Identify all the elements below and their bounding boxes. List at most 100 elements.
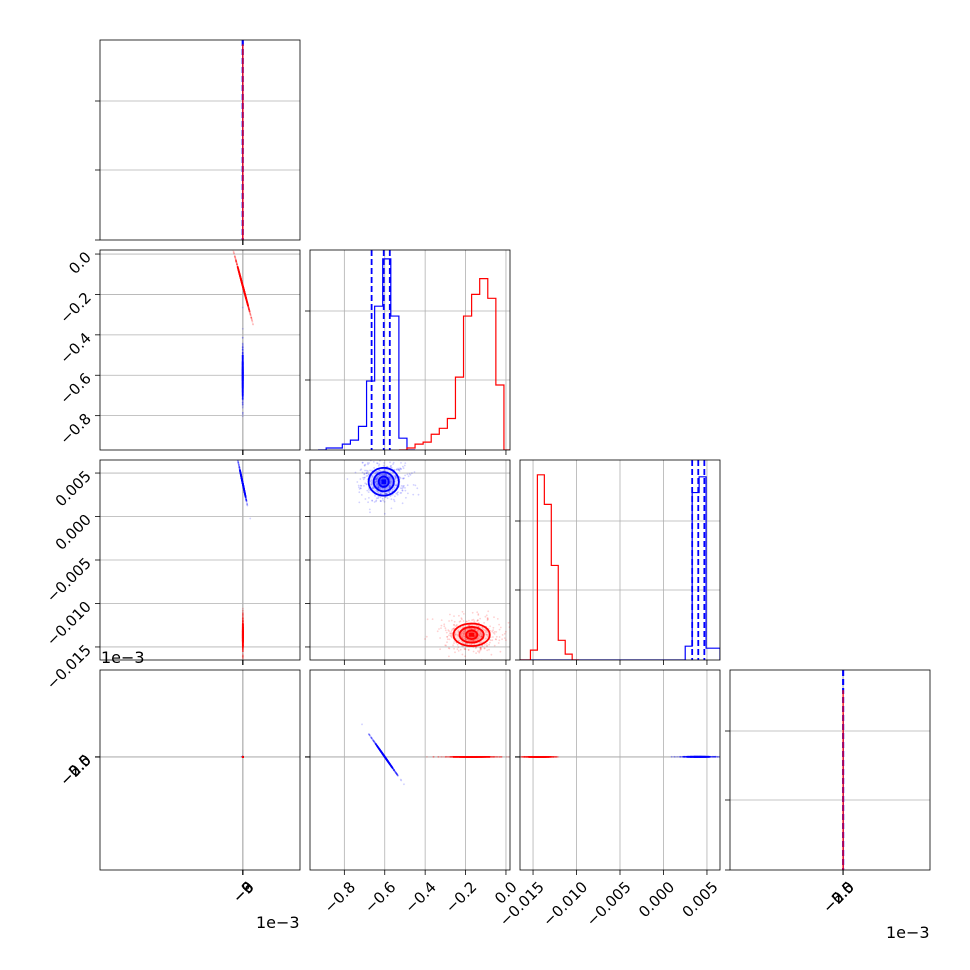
scatter-point — [241, 755, 244, 758]
scatter-point — [237, 463, 240, 466]
scatter-point — [241, 306, 244, 309]
scatter-point — [241, 349, 244, 352]
scatter-point — [241, 756, 244, 758]
scatter-point — [241, 756, 244, 758]
scatter-point — [241, 755, 244, 758]
scatter-point — [454, 634, 457, 636]
scatter-point — [241, 756, 244, 758]
scatter-point — [241, 398, 244, 400]
scatter-point — [241, 755, 244, 758]
scatter-point — [241, 756, 244, 758]
scatter-point — [241, 756, 244, 758]
scatter-point — [477, 619, 479, 622]
scatter-point — [463, 647, 466, 650]
scatter-point — [458, 639, 460, 642]
scatter-point — [241, 756, 244, 758]
scatter-point — [241, 756, 244, 758]
scatter-point — [241, 755, 244, 758]
scatter-point — [241, 756, 244, 758]
scatter-point — [379, 499, 382, 502]
scatter-point — [241, 755, 244, 758]
scatter-point — [241, 755, 244, 758]
scatter-point — [241, 755, 244, 758]
scatter-point — [241, 755, 244, 758]
scatter-point — [242, 617, 244, 620]
scatter-point — [482, 628, 485, 631]
scatter-point — [241, 756, 244, 758]
scatter-point — [241, 756, 244, 758]
scatter-point — [241, 756, 244, 758]
scatter-point — [236, 263, 238, 265]
scatter-point — [247, 306, 250, 309]
scatter-point — [241, 620, 244, 623]
scatter-point — [251, 320, 254, 323]
scatter-point — [241, 755, 244, 758]
scatter-point — [391, 488, 394, 491]
scatter-point — [241, 755, 244, 758]
scatter-point — [400, 492, 403, 494]
scatter-point — [241, 755, 244, 758]
scatter-point — [241, 756, 244, 758]
scatter-point — [241, 756, 244, 758]
scatter-point — [394, 474, 397, 477]
scatter-point — [241, 755, 244, 758]
histogram-step-red — [398, 278, 510, 450]
scatter-point — [465, 643, 468, 645]
scatter-point — [241, 755, 244, 758]
scatter-point — [242, 651, 244, 653]
scatter-point — [241, 756, 244, 758]
scatter-point — [241, 756, 244, 758]
scatter-point — [241, 755, 244, 758]
scatter-point — [472, 618, 475, 621]
scatter-point — [491, 630, 494, 633]
scatter-point — [468, 627, 471, 630]
scatter-point — [470, 640, 473, 642]
scatter-point — [241, 756, 244, 758]
scatter-point — [241, 756, 244, 758]
scatter-point — [241, 756, 244, 758]
scatter-point — [242, 650, 244, 653]
scatter-point — [242, 611, 244, 614]
scatter-point — [241, 349, 244, 351]
scatter-point — [241, 756, 244, 758]
scatter-point — [241, 756, 244, 758]
scatter-point — [241, 756, 244, 758]
scatter-point — [241, 756, 244, 758]
scatter-point — [241, 348, 244, 351]
density-group — [236, 460, 252, 660]
scatter-point — [241, 352, 244, 354]
scatter-point — [367, 501, 369, 504]
scatter-point — [249, 314, 252, 317]
scatter-point — [241, 755, 244, 758]
scatter-point — [241, 755, 244, 758]
scatter-point — [450, 633, 453, 635]
scatter-point — [241, 755, 244, 758]
scatter-point — [247, 306, 250, 309]
scatter-point — [241, 756, 244, 758]
scatter-point — [501, 638, 503, 641]
scatter-point — [403, 783, 405, 786]
scatter-point — [417, 493, 420, 496]
scatter-point — [241, 756, 244, 758]
scatter-point — [241, 755, 244, 758]
scatter-point — [241, 756, 244, 758]
scatter-point — [469, 631, 472, 633]
scatter-point — [242, 617, 244, 620]
scatter-point — [486, 617, 489, 620]
scatter-point — [241, 755, 244, 758]
scatter-point — [241, 756, 244, 758]
scatter-point — [241, 755, 244, 758]
scatter-point — [242, 647, 244, 650]
scatter-point — [389, 476, 392, 478]
scatter-point — [396, 492, 399, 494]
scatter-point — [403, 477, 406, 480]
scatter-point — [241, 756, 244, 758]
scatter-point — [242, 755, 244, 758]
scatter-point — [361, 723, 363, 726]
scatter-point — [242, 621, 244, 624]
scatter-point — [241, 756, 244, 758]
scatter-point — [241, 755, 244, 758]
scatter-point — [241, 755, 244, 758]
scatter-point — [375, 470, 378, 473]
scatter-point — [241, 756, 244, 758]
